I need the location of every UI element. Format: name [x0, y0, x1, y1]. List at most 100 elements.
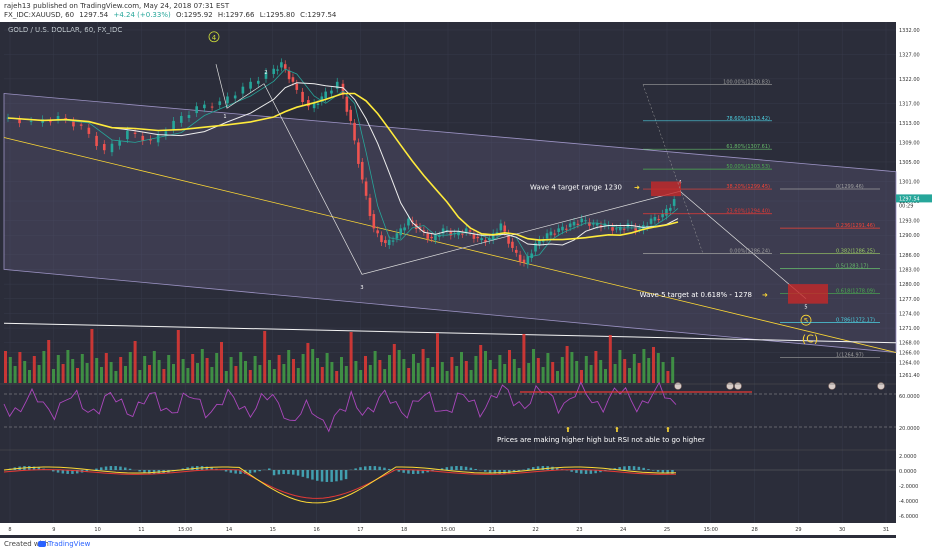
wave-count-line — [215, 64, 807, 300]
volume-bar — [618, 350, 622, 383]
volume-bar — [445, 371, 449, 383]
candle-body — [249, 81, 252, 89]
volume-bar — [109, 362, 113, 383]
candle-body — [403, 227, 406, 231]
candle-body — [203, 104, 206, 109]
price-tick-label: 1277.00 — [899, 297, 920, 303]
volume-bar — [460, 352, 463, 383]
volume-bar — [378, 360, 382, 383]
time-tick-label: 11 — [138, 527, 144, 533]
wave5-target-box — [788, 284, 828, 304]
volume-bar — [652, 347, 655, 383]
rsi-annotation: Prices are making higher high but RSI no… — [497, 436, 705, 444]
wave-label: 1 — [223, 114, 226, 120]
volume-bar — [488, 360, 492, 383]
candle-body — [164, 131, 168, 136]
volume-bar — [536, 358, 540, 383]
fib-level-label: 78.60%(1313.42) — [726, 116, 770, 122]
candle-body — [611, 227, 614, 231]
volume-bar — [4, 351, 7, 383]
macd-histogram-bar — [421, 470, 425, 474]
volume-bar — [455, 366, 459, 383]
price-tick-label: 1271.00 — [899, 326, 920, 332]
volume-bar — [325, 353, 329, 383]
volume-bar — [541, 367, 545, 383]
price-tick-label: 1261.40 — [899, 373, 920, 379]
volume-bar — [335, 371, 339, 383]
chart-header: rajeh13 published on TradingView.com, Ma… — [0, 0, 932, 22]
macd-histogram-bar — [32, 466, 36, 470]
macd-histogram-bar — [148, 470, 151, 474]
wave-label: 4 — [212, 34, 217, 42]
volume-bar — [388, 355, 391, 383]
price-tick-label: 1266.00 — [899, 351, 920, 357]
candle-body — [476, 236, 480, 239]
fib-level-label: 100.00%(1320.83) — [723, 80, 770, 86]
volume-bar — [426, 358, 430, 383]
time-tick-label: 18 — [401, 527, 407, 533]
macd-histogram-bar — [71, 470, 74, 474]
macd-histogram-bar — [508, 470, 511, 474]
volume-bar — [575, 361, 579, 383]
volume-bar — [359, 370, 363, 383]
time-tick-label: 8 — [8, 527, 11, 533]
candle-body — [384, 240, 387, 244]
candle-body — [441, 228, 445, 234]
macd-histogram-bar — [541, 466, 545, 470]
time-tick-label: 10 — [94, 527, 100, 533]
candle-body — [195, 106, 198, 114]
chart-svg[interactable]: GOLD / U.S. DOLLAR, 60, FX_IDC 1332.0013… — [0, 22, 932, 538]
volume-bar — [412, 354, 415, 383]
macd-histogram-bar — [330, 470, 333, 482]
macd-histogram-bar — [344, 470, 348, 480]
candle-body — [179, 116, 183, 123]
macd-histogram-bar — [671, 470, 674, 474]
candle-body — [672, 199, 676, 206]
volume-bar — [157, 360, 161, 383]
candle-body — [357, 142, 360, 164]
volume-bar — [392, 344, 396, 383]
chart-area[interactable]: GOLD / U.S. DOLLAR, 60, FX_IDC 1332.00 13… — [0, 22, 932, 538]
volume-bar — [628, 368, 631, 383]
candle-body — [387, 239, 391, 246]
volume-bar — [13, 366, 17, 383]
candle-body — [468, 230, 472, 232]
tradingview-brand[interactable]: TradingView — [48, 540, 91, 548]
candle-body — [418, 227, 422, 229]
volume-bar — [623, 359, 627, 383]
candle-body — [503, 225, 507, 232]
price-tick-label: 1293.00 — [899, 219, 920, 225]
volume-bar — [551, 362, 555, 383]
macd-histogram-bar — [296, 470, 300, 476]
candle-body — [572, 221, 576, 226]
candle-body — [102, 144, 106, 151]
candle-body — [287, 70, 291, 80]
volume-bar — [354, 361, 358, 383]
macd-histogram-bar — [455, 466, 458, 470]
candle-body — [549, 231, 553, 236]
volume-bar — [28, 370, 31, 383]
price-tick-label: 1280.00 — [899, 282, 920, 288]
candle-body — [580, 218, 584, 223]
volume-bar — [642, 349, 646, 383]
volume-bar — [416, 363, 420, 383]
candle-body — [233, 95, 237, 99]
candle-body — [653, 216, 657, 221]
volume-bar — [71, 359, 75, 383]
macd-histogram-bar — [61, 470, 65, 474]
macd-tick-label: 0.0000 — [899, 469, 917, 475]
macd-histogram-bar — [503, 470, 506, 474]
volume-bar — [143, 356, 147, 383]
volume-bar — [373, 351, 377, 383]
candle-body — [241, 86, 245, 94]
arrow-icon: ➜ — [762, 291, 768, 299]
candle-body — [588, 222, 591, 226]
candle-body — [226, 96, 229, 104]
volume-bar — [287, 350, 291, 383]
macd-tick-label: -2.0000 — [899, 484, 918, 490]
time-tick-label: 21 — [489, 527, 495, 533]
time-tick-label: 16 — [313, 527, 319, 533]
candle-body — [407, 218, 410, 226]
candle-body — [110, 143, 114, 153]
moving-average-mid — [7, 82, 679, 246]
